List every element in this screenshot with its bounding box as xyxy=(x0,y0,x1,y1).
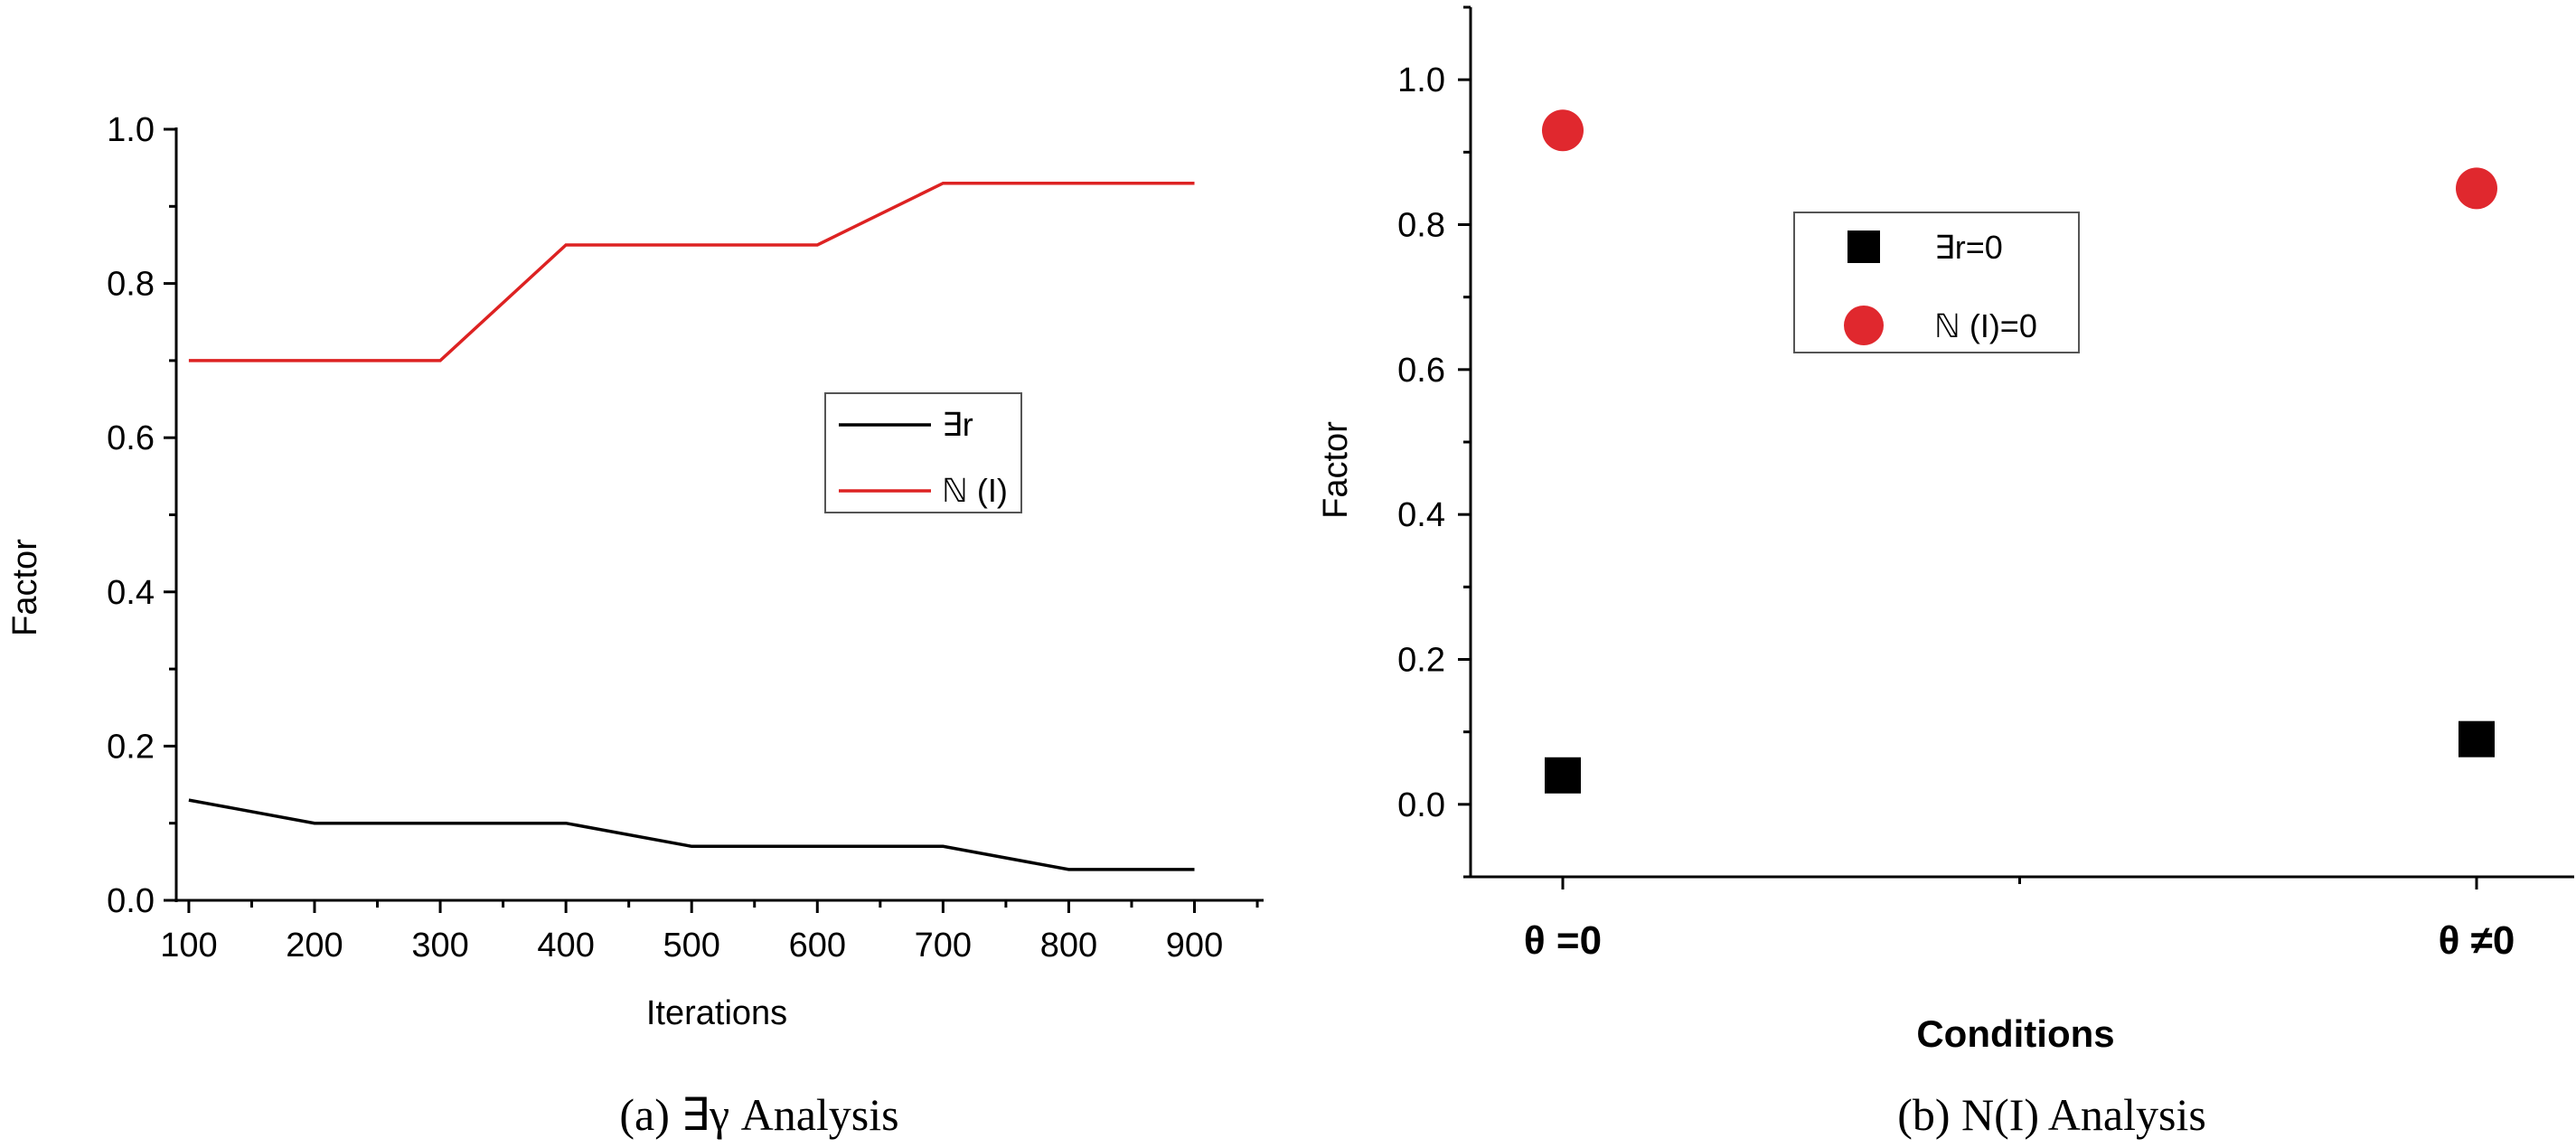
chart-a-y-tick-label: 0.6 xyxy=(107,419,155,457)
chart-b-y-tick-label: 0.2 xyxy=(1397,642,1445,680)
chart-a-ticks: 0.0 0.2 0.4 0.6 0.8 1.0 100 200 300 400 500 600 700 8… xyxy=(107,111,1259,965)
chart-b-ticks: 0.0 0.2 0.4 0.6 0.8 1.0 θ =0 θ ≠0 xyxy=(1397,5,2515,963)
chart-b-y-tick-label: 0.8 xyxy=(1397,207,1445,245)
chart-a-y-tick-label: 1.0 xyxy=(107,111,155,149)
chart-a-legend: ∃r ℕ (I) xyxy=(824,392,1022,513)
chart-a-series-line-exists-r xyxy=(188,798,1195,871)
chart-b-legend-swatch xyxy=(1844,306,1884,345)
chart-a-legend-label: ℕ (I) xyxy=(942,472,1008,509)
chart-a-y-tick-label: 0.8 xyxy=(107,266,155,304)
chart-a-y-tick-label: 0.4 xyxy=(107,574,155,612)
chart-b-y-tick-label: 0.4 xyxy=(1397,496,1445,534)
chart-a-x-axis-title: Iterations xyxy=(646,994,787,1032)
chart-b-legend-swatch xyxy=(1847,231,1880,263)
chart-b-axes xyxy=(1469,7,2574,879)
chart-b-x-tick-label: θ =0 xyxy=(1524,918,1602,963)
chart-b-y-tick-label: 1.0 xyxy=(1397,61,1445,99)
chart-a-x-tick-label: 800 xyxy=(1040,927,1097,965)
chart-a-x-tick-label: 200 xyxy=(286,927,343,965)
chart-b-legend-box xyxy=(1793,212,2080,353)
chart-b-point-exists-r xyxy=(1545,757,1581,794)
chart-b-y-axis-title: Factor xyxy=(1317,421,1355,519)
chart-a-x-tick-label: 300 xyxy=(411,927,468,965)
chart-b-legend-label: ℕ (I)=0 xyxy=(1934,307,2037,344)
chart-a-x-tick-label: 600 xyxy=(789,927,846,965)
chart-a-y-tick-label: 0.0 xyxy=(107,882,155,920)
chart-a-legend-label: ∃r xyxy=(942,406,973,443)
chart-a-y-axis-title: Factor xyxy=(6,539,44,636)
chart-a-caption: (a) ∃γ Analysis xyxy=(619,1089,898,1140)
chart-a-x-tick-label: 500 xyxy=(663,927,720,965)
chart-a-x-tick-label: 900 xyxy=(1166,927,1223,965)
chart-a-x-tick-label: 700 xyxy=(915,927,972,965)
chart-b-y-tick-label: 0.6 xyxy=(1397,352,1445,390)
chart-a-x-tick-label: 400 xyxy=(537,927,594,965)
chart-b-point-n-i xyxy=(2456,167,2497,210)
chart-b-point-exists-r xyxy=(2458,720,2495,757)
chart-b-legend-label: ∃r=0 xyxy=(1934,229,2003,266)
chart-b-x-tick-label: θ ≠0 xyxy=(2439,918,2515,963)
chart-b-conditions: 0.0 0.2 0.4 0.6 0.8 1.0 θ =0 θ ≠0 Factor Condit… xyxy=(1317,5,2574,1140)
chart-a-series-line-n-i xyxy=(188,181,1195,362)
chart-b-x-axis-title: Conditions xyxy=(1916,1012,2114,1055)
chart-a-iterations: 0.0 0.2 0.4 0.6 0.8 1.0 100 200 300 400 500 600 700 8… xyxy=(6,111,1264,1140)
chart-a-y-tick-label: 0.2 xyxy=(107,728,155,766)
chart-a-legend-box xyxy=(824,392,1022,513)
chart-b-caption: (b) N(I) Analysis xyxy=(1897,1089,2206,1140)
chart-b-point-n-i xyxy=(1542,109,1584,152)
chart-a-x-tick-label: 100 xyxy=(160,927,217,965)
chart-b-legend: ∃r=0 ℕ (I)=0 xyxy=(1793,212,2080,353)
chart-a-series xyxy=(188,181,1195,871)
chart-b-y-tick-label: 0.0 xyxy=(1397,786,1445,824)
chart-b-points xyxy=(1542,109,2497,794)
